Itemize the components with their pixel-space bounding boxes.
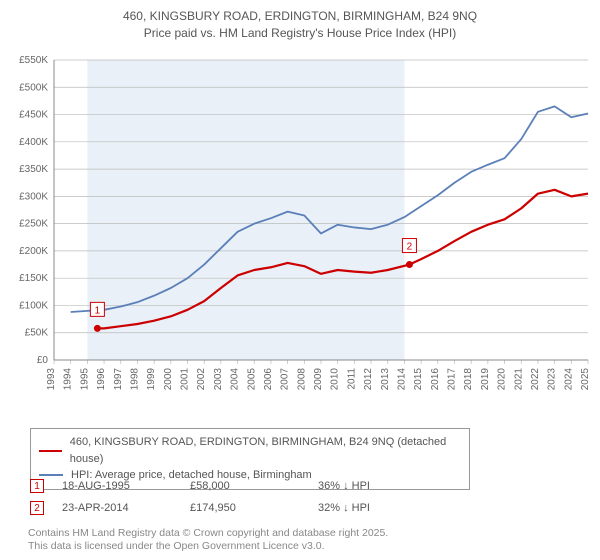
sale-delta: 32% ↓ HPI <box>318 502 438 514</box>
chart-title: 460, KINGSBURY ROAD, ERDINGTON, BIRMINGH… <box>0 0 600 42</box>
svg-text:£400K: £400K <box>19 137 48 148</box>
marker-badge: 1 <box>30 479 44 493</box>
svg-text:2003: 2003 <box>213 368 224 391</box>
price-chart-card: { "title_line1": "460, KINGSBURY ROAD, E… <box>0 0 600 560</box>
svg-text:2018: 2018 <box>463 368 474 391</box>
svg-text:2: 2 <box>407 242 413 253</box>
svg-text:2002: 2002 <box>196 368 207 391</box>
svg-text:1999: 1999 <box>146 368 157 391</box>
sale-delta: 36% ↓ HPI <box>318 480 438 492</box>
line-chart-svg: £0 £50K £100K £150K £200K £250K £300K £350K £400… <box>0 50 600 420</box>
sale-record: 2 23-APR-2014 £174,950 32% ↓ HPI <box>30 497 438 519</box>
svg-text:1996: 1996 <box>96 368 107 391</box>
sale-record: 1 18-AUG-1995 £58,000 36% ↓ HPI <box>30 475 438 497</box>
sale-price: £174,950 <box>190 502 300 514</box>
svg-text:£100K: £100K <box>19 300 48 311</box>
chart-area: £0 £50K £100K £150K £200K £250K £300K £350K £400… <box>0 50 600 420</box>
legend-swatch <box>39 450 62 452</box>
svg-text:£200K: £200K <box>19 246 48 257</box>
svg-text:£450K: £450K <box>19 110 48 121</box>
svg-text:1995: 1995 <box>79 368 90 391</box>
svg-text:2022: 2022 <box>530 368 541 391</box>
svg-text:2007: 2007 <box>280 368 291 391</box>
svg-text:2017: 2017 <box>447 368 458 391</box>
svg-text:2021: 2021 <box>513 368 524 391</box>
svg-text:1: 1 <box>95 305 101 316</box>
svg-text:2000: 2000 <box>163 368 174 391</box>
footnote-line: This data is licensed under the Open Gov… <box>28 540 388 554</box>
svg-text:£300K: £300K <box>19 191 48 202</box>
legend-item: 460, KINGSBURY ROAD, ERDINGTON, BIRMINGH… <box>39 434 461 467</box>
svg-text:£150K: £150K <box>19 273 48 284</box>
svg-text:£500K: £500K <box>19 82 48 93</box>
svg-text:2001: 2001 <box>180 368 191 391</box>
svg-text:£350K: £350K <box>19 164 48 175</box>
svg-text:£550K: £550K <box>19 55 48 66</box>
sale-date: 18-AUG-1995 <box>62 480 172 492</box>
title-line-2: Price paid vs. HM Land Registry's House … <box>0 25 600 42</box>
sale-date: 23-APR-2014 <box>62 502 172 514</box>
svg-text:£250K: £250K <box>19 219 48 230</box>
svg-text:2012: 2012 <box>363 368 374 391</box>
footnote: Contains HM Land Registry data © Crown c… <box>28 527 388 554</box>
svg-text:2024: 2024 <box>563 368 574 391</box>
marker-badge: 2 <box>30 501 44 515</box>
svg-text:2009: 2009 <box>313 368 324 391</box>
svg-text:2023: 2023 <box>547 368 558 391</box>
svg-text:1993: 1993 <box>46 368 57 391</box>
svg-text:2013: 2013 <box>380 368 391 391</box>
footnote-line: Contains HM Land Registry data © Crown c… <box>28 527 388 541</box>
svg-text:2004: 2004 <box>230 368 241 391</box>
svg-text:1997: 1997 <box>113 368 124 391</box>
svg-text:2025: 2025 <box>580 368 591 391</box>
svg-text:2011: 2011 <box>346 368 357 390</box>
legend-label: 460, KINGSBURY ROAD, ERDINGTON, BIRMINGH… <box>70 434 461 467</box>
svg-text:2006: 2006 <box>263 368 274 391</box>
svg-text:2019: 2019 <box>480 368 491 391</box>
svg-text:£50K: £50K <box>25 328 49 339</box>
svg-text:2014: 2014 <box>396 368 407 391</box>
svg-text:2016: 2016 <box>430 368 441 391</box>
svg-text:2020: 2020 <box>497 368 508 391</box>
svg-text:2015: 2015 <box>413 368 424 391</box>
sale-records: 1 18-AUG-1995 £58,000 36% ↓ HPI 2 23-APR… <box>30 475 438 519</box>
svg-text:2008: 2008 <box>296 368 307 391</box>
svg-text:2010: 2010 <box>330 368 341 391</box>
sale-price: £58,000 <box>190 480 300 492</box>
svg-text:2005: 2005 <box>246 368 257 391</box>
svg-text:1994: 1994 <box>63 368 74 391</box>
svg-text:£0: £0 <box>37 355 49 366</box>
title-line-1: 460, KINGSBURY ROAD, ERDINGTON, BIRMINGH… <box>0 8 600 25</box>
svg-text:1998: 1998 <box>129 368 140 391</box>
